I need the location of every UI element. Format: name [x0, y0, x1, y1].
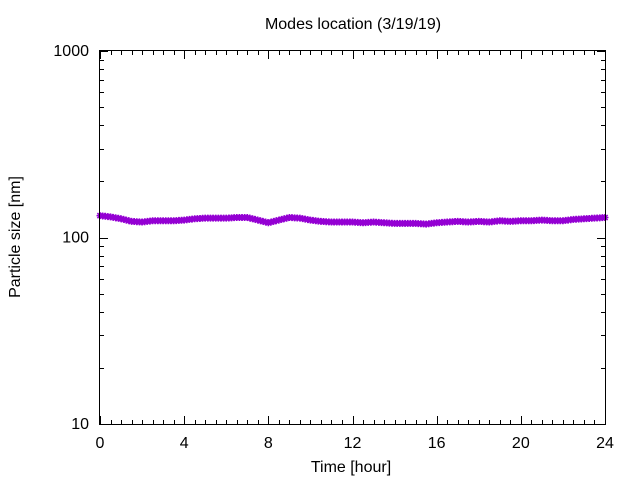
- y-tick-label: 100: [62, 230, 89, 247]
- x-tick-label: 16: [428, 435, 446, 452]
- plot-frame: [99, 50, 606, 425]
- x-tick-label: 0: [96, 435, 105, 452]
- series-markers: [96, 212, 609, 228]
- y-tick-label: 10: [71, 416, 89, 433]
- data-series: [96, 212, 609, 228]
- x-tick-label: 24: [596, 435, 614, 452]
- x-tick-label: 20: [512, 435, 530, 452]
- x-tick-label: 12: [344, 435, 362, 452]
- x-tick-label: 8: [264, 435, 273, 452]
- y-tick-label: 1000: [53, 43, 89, 60]
- axis-ticks: [100, 51, 606, 425]
- y-tick-labels: 10 100 1000: [53, 43, 89, 433]
- x-axis-label: Time [hour]: [311, 459, 391, 476]
- y-axis-label: Particle size [nm]: [7, 176, 24, 298]
- x-tick-labels: 0 4 8 12 16 20 24: [96, 435, 614, 452]
- x-tick-label: 4: [180, 435, 189, 452]
- chart-title: Modes location (3/19/19): [265, 16, 441, 33]
